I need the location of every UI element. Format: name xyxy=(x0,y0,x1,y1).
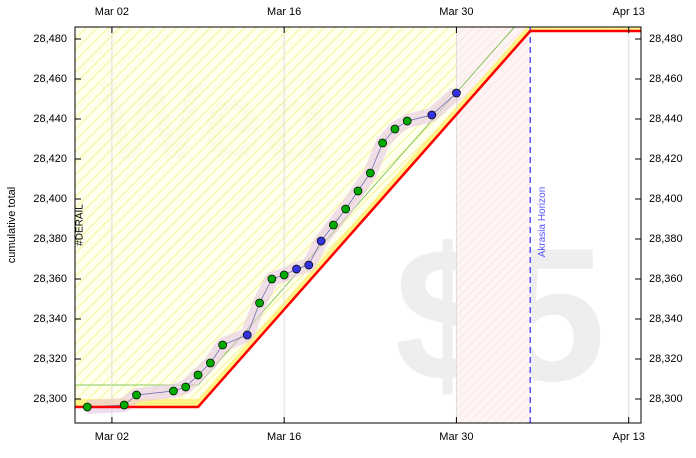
y-tick-label-right: 28,480 xyxy=(649,33,683,45)
y-tick-label: 28,380 xyxy=(33,233,67,245)
datapoint xyxy=(304,260,314,270)
x-tick-label-top: Apr 13 xyxy=(612,6,644,18)
guide-line xyxy=(75,27,515,386)
y-tick-label-right: 28,440 xyxy=(649,113,683,125)
y-tick-label: 28,340 xyxy=(33,313,67,325)
horizon-label: Akrasia Horizon xyxy=(537,187,548,258)
y-tick-label-right: 28,380 xyxy=(649,233,683,245)
datapoint xyxy=(205,358,215,368)
plot-frame xyxy=(74,26,642,424)
datapoint xyxy=(452,88,461,98)
safe-region xyxy=(75,27,641,407)
x-tick-label: Mar 30 xyxy=(439,431,473,443)
datapoint xyxy=(169,386,178,396)
y-tick-label-right: 28,320 xyxy=(649,353,683,365)
datapoint xyxy=(316,236,326,246)
datapoint xyxy=(292,264,301,274)
datapoint xyxy=(181,382,191,392)
datapoint xyxy=(279,270,289,280)
y-tick-label: 28,400 xyxy=(33,193,67,205)
y-tick-label-right: 28,460 xyxy=(649,73,683,85)
derail-label: #DERAIL xyxy=(75,204,86,246)
datapoint xyxy=(255,298,264,308)
datapoint xyxy=(341,204,351,214)
x-tick-label-top: Mar 02 xyxy=(95,6,129,18)
y-tick-label-right: 28,340 xyxy=(649,313,683,325)
datapoint xyxy=(132,390,141,400)
road-line xyxy=(75,29,641,409)
datapoint xyxy=(82,402,92,412)
datapoint xyxy=(390,124,400,134)
y-tick-label: 28,320 xyxy=(33,353,67,365)
datapoint xyxy=(218,340,228,350)
y-tick-label-right: 28,300 xyxy=(649,393,683,405)
y-tick-label: 28,360 xyxy=(33,273,67,285)
datapoint xyxy=(242,330,252,340)
datapoint xyxy=(365,168,375,178)
y-tick-label: 28,300 xyxy=(33,393,67,405)
y-tick-label: 28,480 xyxy=(33,33,67,45)
datapoint xyxy=(193,370,203,380)
y-tick-label-right: 28,360 xyxy=(649,273,683,285)
x-tick-label-top: Mar 16 xyxy=(267,6,301,18)
y-tick-label-right: 28,420 xyxy=(649,153,683,165)
horizon-region xyxy=(456,27,531,423)
x-tick-label: Mar 02 xyxy=(95,431,129,443)
x-tick-label: Mar 16 xyxy=(267,431,301,443)
datapoint xyxy=(427,110,437,120)
y-tick-label: 28,420 xyxy=(33,153,67,165)
y-tick-label: 28,460 xyxy=(33,73,67,85)
y-tick-label: 28,440 xyxy=(33,113,67,125)
datapoint xyxy=(329,220,338,230)
x-tick-label: Apr 13 xyxy=(612,431,644,443)
y-tick-label-right: 28,400 xyxy=(649,193,683,205)
x-tick-label-top: Mar 30 xyxy=(439,6,473,18)
datapoint xyxy=(402,116,412,126)
datapoint xyxy=(119,400,129,410)
datapoint xyxy=(378,138,387,148)
y-axis-label: cumulative total xyxy=(6,187,18,263)
datapoint xyxy=(267,274,277,284)
datapoint xyxy=(353,186,363,196)
